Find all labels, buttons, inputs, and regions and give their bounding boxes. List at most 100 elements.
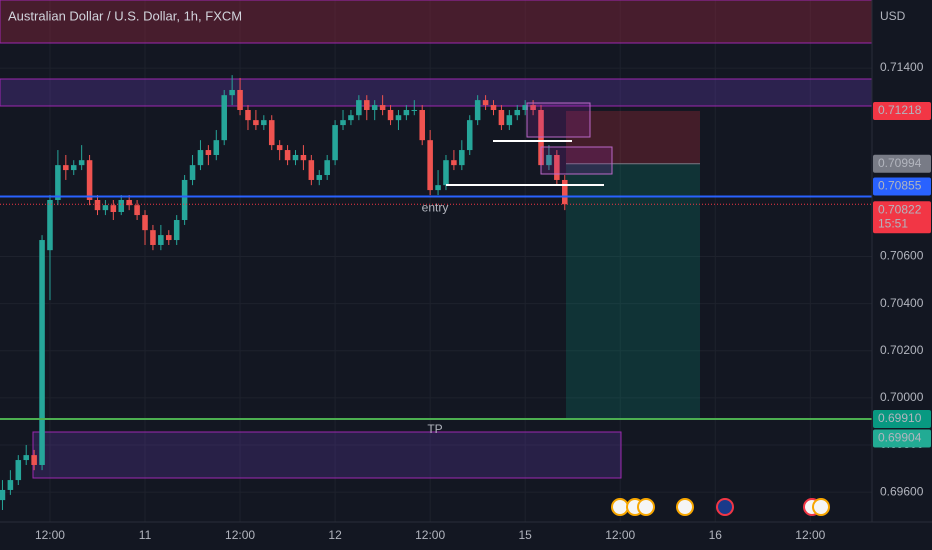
candle-body: [451, 160, 457, 166]
x-tick-label: 15: [519, 528, 533, 542]
resistance-zone: [0, 78, 873, 107]
event-icon[interactable]: [716, 498, 734, 516]
candle-body: [514, 110, 521, 116]
candle-body: [102, 205, 109, 211]
candle-body: [63, 165, 69, 171]
candle-body: [245, 110, 251, 121]
candle-body: [118, 199, 125, 213]
candle-body: [126, 199, 132, 206]
candle-body: [205, 150, 212, 155]
candle-body: [466, 120, 473, 151]
y-tick-label: 0.69600: [880, 484, 924, 498]
price-label-box: [873, 101, 931, 120]
price-label: 0.69904: [878, 431, 922, 445]
small-zone: [526, 102, 591, 138]
candle-body: [221, 95, 227, 141]
y-tick-label: 0.70000: [880, 390, 924, 404]
price-label: 0.71218: [878, 103, 922, 117]
small-zone: [540, 146, 613, 175]
candle-body: [356, 100, 362, 116]
candle-body: [134, 205, 140, 216]
zones: [0, 0, 873, 479]
candle-body: [166, 235, 172, 241]
x-tick-label: 12:00: [415, 528, 445, 542]
candle-body: [506, 115, 513, 126]
price-label: 0.69910: [878, 411, 922, 425]
y-tick-label: 0.71400: [880, 60, 924, 74]
candle-body: [443, 160, 449, 186]
currency: USD: [880, 9, 906, 23]
price-axis: [872, 0, 932, 550]
supply-zone: [0, 0, 873, 44]
y-tick-label: 0.70200: [880, 343, 924, 357]
candle-body: [340, 120, 346, 126]
candle-body: [229, 89, 235, 96]
price-label-box: [873, 154, 931, 173]
event-icon[interactable]: [676, 498, 694, 516]
candle-body: [23, 455, 29, 461]
candle-body: [316, 175, 323, 180]
candle-body: [39, 240, 45, 465]
candle-body: [78, 160, 85, 166]
candle-body: [538, 110, 544, 166]
candle-body: [364, 100, 370, 111]
tp-label: TP: [427, 422, 442, 436]
event-icon[interactable]: [611, 498, 629, 516]
candle-body: [150, 230, 156, 245]
candle-body: [0, 489, 6, 501]
entry-label: entry: [422, 201, 449, 215]
y-tick-label: 0.70400: [880, 296, 924, 310]
candle-body: [554, 154, 560, 180]
x-tick-label: 12:00: [35, 528, 65, 542]
candle-body: [530, 105, 536, 111]
candle-body: [276, 145, 283, 151]
candle-body: [324, 160, 330, 176]
candle-body: [546, 154, 552, 166]
candle-body: [427, 140, 433, 191]
candle-body: [253, 120, 259, 126]
candle-body: [15, 460, 22, 481]
candle-body: [474, 100, 481, 121]
candle-body: [31, 455, 37, 465]
candle-body: [7, 480, 14, 490]
candle-body: [562, 179, 568, 205]
price-label: 0.70855: [878, 179, 922, 193]
candle-body: [237, 89, 243, 111]
price-label: 0.70822: [878, 202, 922, 216]
candle-body: [300, 154, 307, 161]
x-tick-label: 12:00: [605, 528, 635, 542]
candle-body: [459, 150, 465, 166]
candle-body: [268, 120, 275, 146]
x-tick-label: 12:00: [225, 528, 255, 542]
candle-body: [371, 105, 378, 111]
target-area: [566, 163, 700, 420]
candle-body: [482, 100, 489, 106]
chart-title: Australian Dollar / U.S. Dollar, 1h, FXC…: [8, 8, 242, 23]
event-icon[interactable]: [812, 498, 830, 516]
event-icon[interactable]: [637, 498, 655, 516]
candle-body: [379, 105, 386, 111]
candle-body: [142, 215, 148, 231]
candle-body: [435, 185, 441, 191]
candle-body: [498, 110, 505, 126]
y-tick-label: 0.70600: [880, 249, 924, 263]
candle-body: [181, 179, 188, 221]
candle-body: [261, 120, 267, 126]
price-label: 0.70994: [878, 156, 922, 170]
candle-body: [158, 235, 164, 245]
candle-body: [292, 154, 299, 161]
candle-body: [173, 220, 180, 241]
candle-body: [308, 160, 315, 180]
short-position: [566, 110, 700, 420]
grid: [0, 0, 872, 522]
candle-body: [403, 110, 410, 116]
countdown: 15:51: [878, 216, 908, 230]
candle-body: [110, 205, 117, 213]
candle-body: [189, 165, 196, 180]
events[interactable]: [611, 498, 830, 516]
candle-body: [419, 110, 425, 141]
candle-body: [47, 199, 53, 251]
candle-body: [395, 115, 402, 121]
